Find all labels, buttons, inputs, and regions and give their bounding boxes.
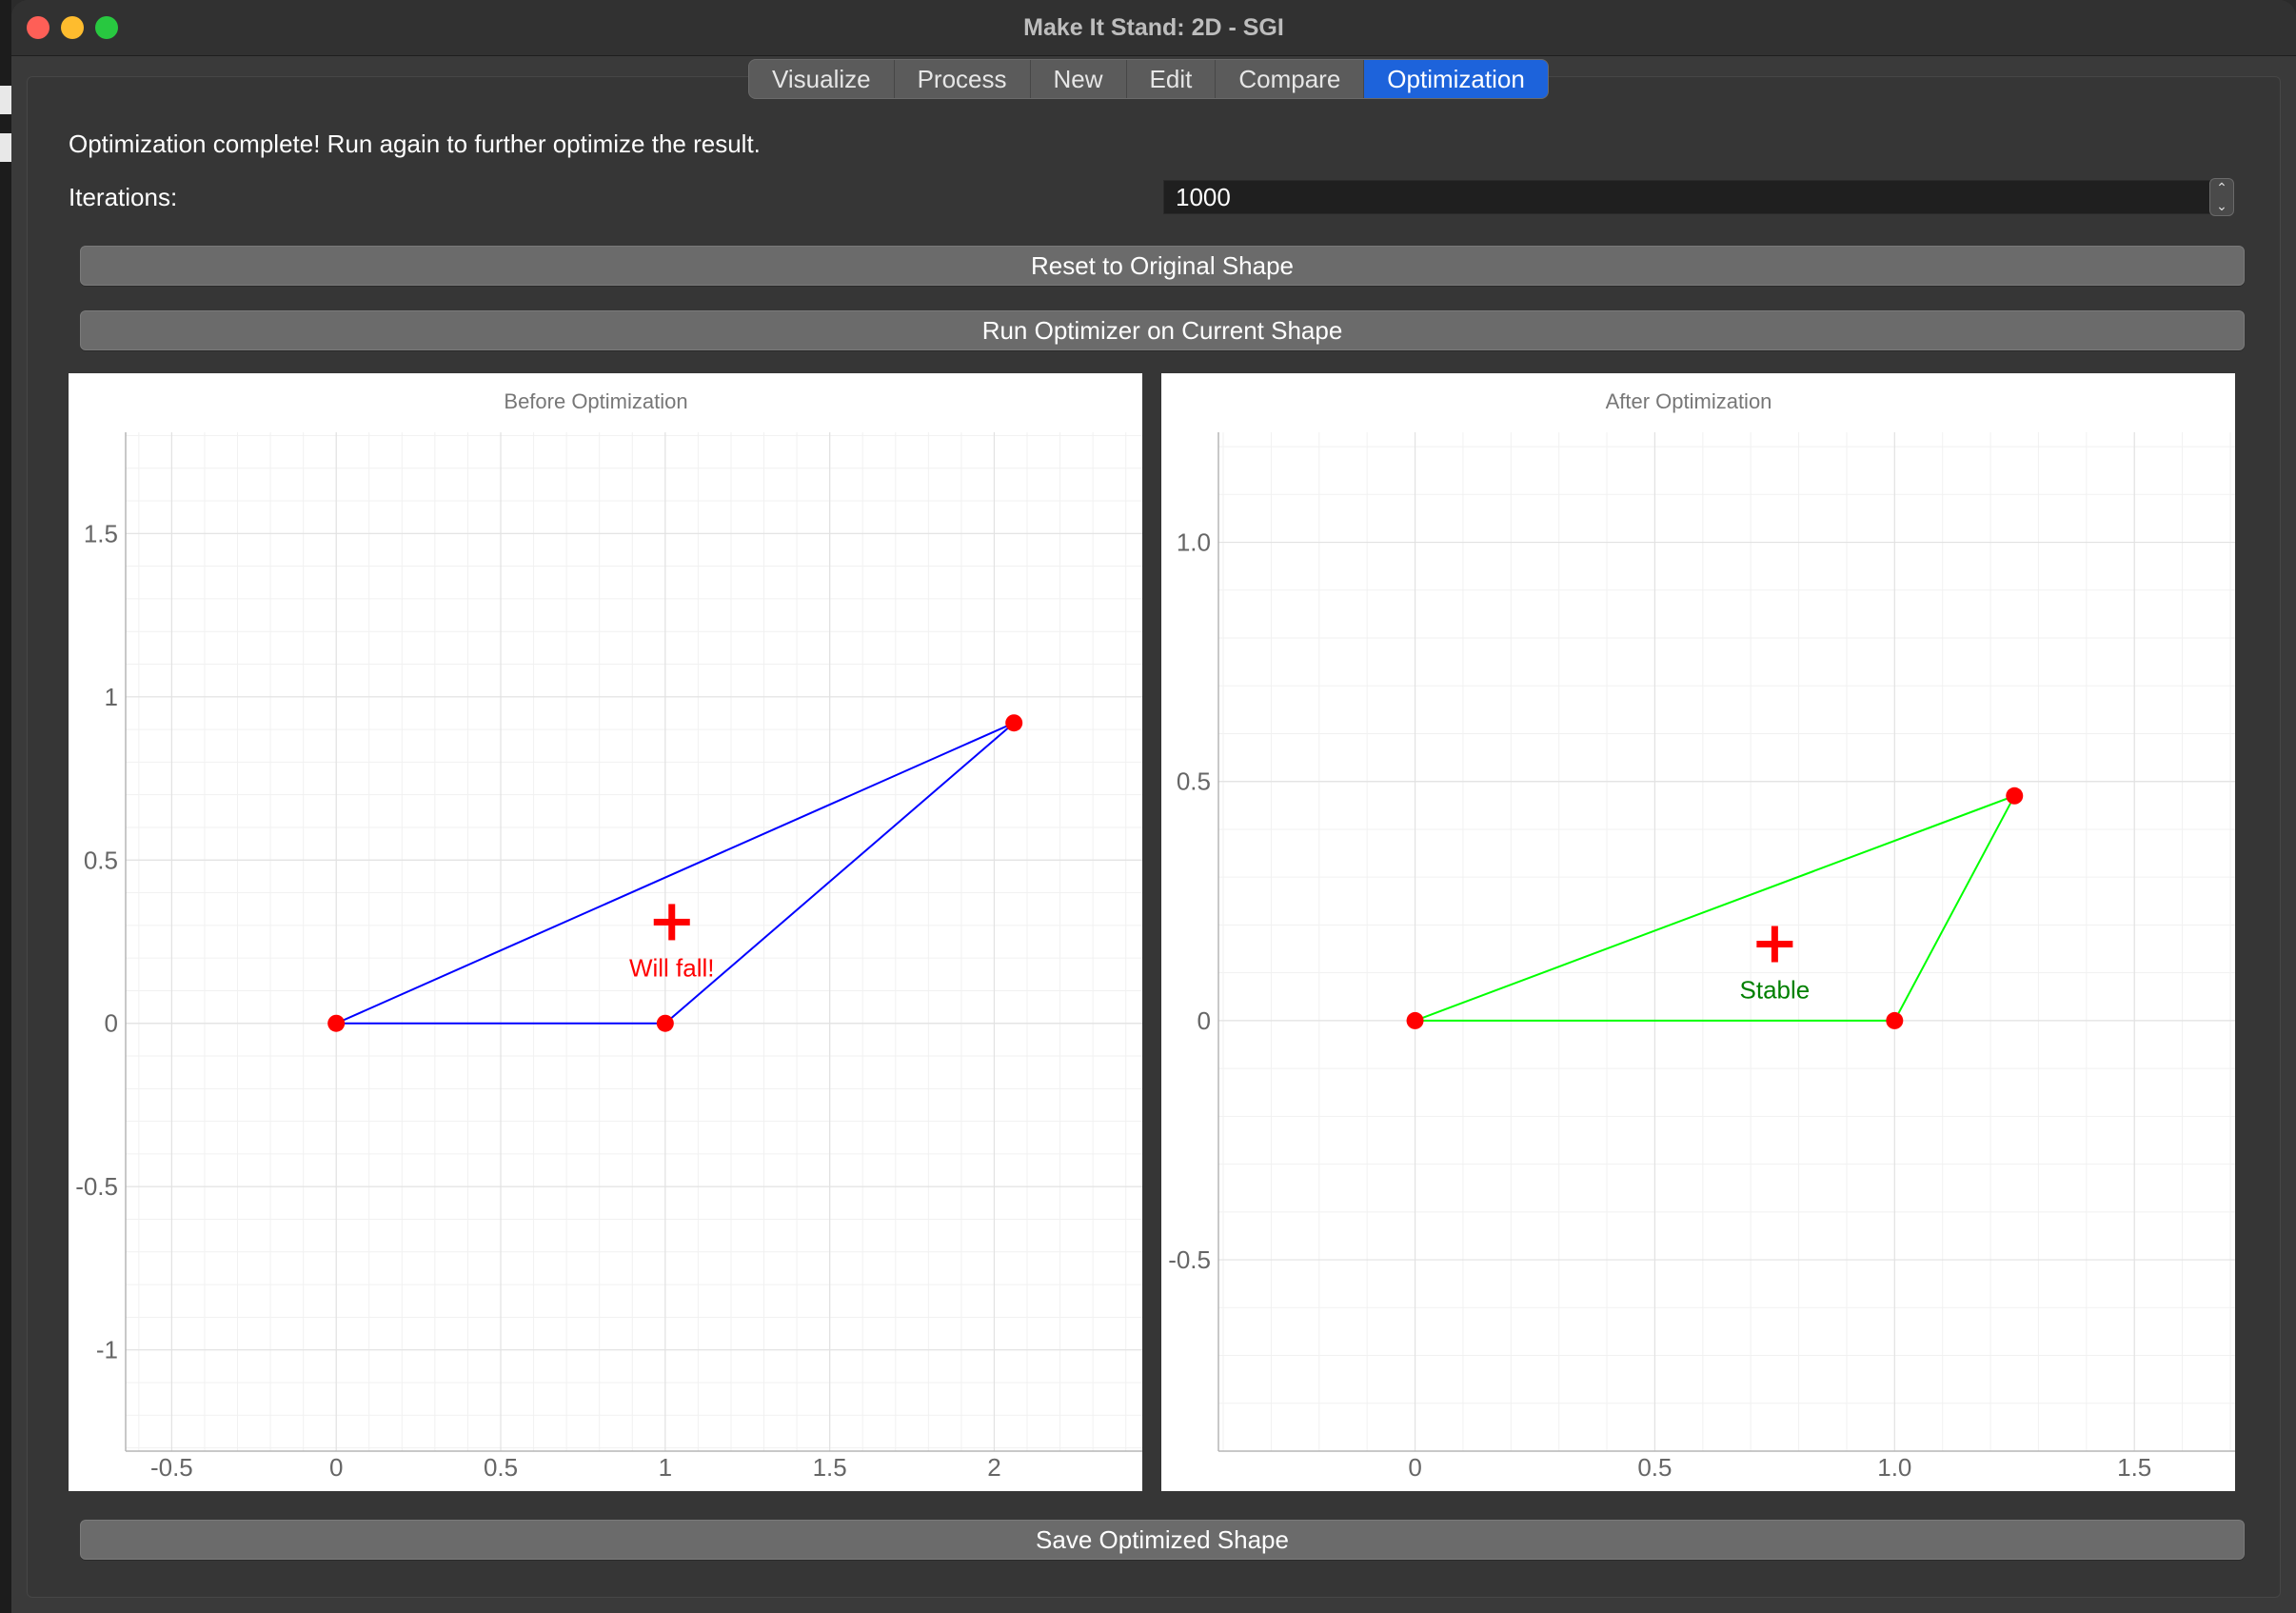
iterations-stepper[interactable]: ⌃ ⌄ — [2209, 178, 2234, 216]
shape-vertex — [2006, 787, 2024, 805]
x-tick-label: 1.0 — [1877, 1453, 1911, 1482]
run-optimizer-button[interactable]: Run Optimizer on Current Shape — [80, 310, 2245, 350]
tab-visualize[interactable]: Visualize — [749, 60, 895, 98]
center-of-mass-marker — [668, 904, 676, 941]
y-tick-label: 0.5 — [1177, 767, 1211, 796]
zoom-window-button[interactable] — [95, 16, 118, 39]
tab-optimization[interactable]: Optimization — [1364, 60, 1548, 98]
x-tick-label: 0 — [329, 1453, 343, 1482]
shape-vertex — [327, 1014, 346, 1032]
after-chart-svg: 0 0.5 1.0 1.5 -0.5 0 0.5 1.0 After Optimization S… — [1168, 389, 2235, 1482]
tab-process[interactable]: Process — [895, 60, 1031, 98]
chart-title: Before Optimization — [504, 389, 687, 413]
center-of-mass-marker — [1771, 926, 1778, 963]
title-bar: Make It Stand: 2D - SGI — [11, 0, 2296, 56]
desktop-background — [0, 0, 11, 1613]
shape-outline — [1415, 793, 2017, 1022]
x-tick-label: -0.5 — [150, 1453, 193, 1482]
before-chart-svg: -0.5 0 0.5 1 1.5 2 -1 -0.5 0 0.5 1 1.5 Before Optimi… — [75, 389, 1142, 1482]
tab-edit[interactable]: Edit — [1127, 60, 1217, 98]
y-tick-label: -0.5 — [1168, 1245, 1211, 1274]
x-tick-label: 0.5 — [1637, 1453, 1672, 1482]
y-tick-label: 0.5 — [84, 846, 118, 874]
iterations-label: Iterations: — [69, 183, 178, 211]
chart-title: After Optimization — [1606, 389, 1772, 413]
x-tick-label: 2 — [987, 1453, 1000, 1482]
y-tick-label: -1 — [96, 1336, 118, 1364]
minimize-window-button[interactable] — [61, 16, 84, 39]
x-tick-label: 0.5 — [484, 1453, 518, 1482]
stability-annotation: Will fall! — [629, 953, 715, 982]
stepper-down-icon[interactable]: ⌄ — [2216, 198, 2227, 213]
shape-vertex — [1005, 714, 1023, 732]
background-window-fragment — [0, 133, 11, 162]
stability-annotation: Stable — [1740, 976, 1811, 1005]
status-message: Optimization complete! Run again to furt… — [69, 129, 761, 158]
tab-new[interactable]: New — [1031, 60, 1127, 98]
save-optimized-shape-button[interactable]: Save Optimized Shape — [80, 1520, 2245, 1560]
y-tick-label: -0.5 — [75, 1172, 118, 1201]
after-optimization-chart: 0 0.5 1.0 1.5 -0.5 0 0.5 1.0 After Optimization S… — [1161, 373, 2235, 1491]
x-tick-label: 1.5 — [813, 1453, 847, 1482]
x-tick-label: 1 — [659, 1453, 672, 1482]
y-tick-label: 0 — [1197, 1006, 1211, 1035]
y-tick-label: 1.0 — [1177, 528, 1211, 557]
shape-vertex — [1886, 1011, 1904, 1029]
tab-compare[interactable]: Compare — [1216, 60, 1365, 98]
x-tick-label: 1.5 — [2117, 1453, 2151, 1482]
shape-vertex — [1406, 1011, 1424, 1029]
x-tick-label: 0 — [1408, 1453, 1421, 1482]
shape-vertex — [656, 1014, 674, 1032]
background-window-fragment — [0, 86, 11, 114]
y-tick-label: 1.5 — [84, 519, 118, 548]
stepper-up-icon[interactable]: ⌃ — [2216, 180, 2227, 195]
window-title: Make It Stand: 2D - SGI — [1023, 14, 1284, 41]
before-optimization-chart: -0.5 0 0.5 1 1.5 2 -1 -0.5 0 0.5 1 1.5 Before Optimi… — [69, 373, 1142, 1491]
y-tick-label: 1 — [105, 683, 118, 711]
y-tick-label: 0 — [105, 1009, 118, 1038]
app-window: Make It Stand: 2D - SGI Visualize Proces… — [11, 0, 2296, 1613]
reset-original-shape-button[interactable]: Reset to Original Shape — [80, 246, 2245, 286]
tab-bar: Visualize Process New Edit Compare Optim… — [748, 59, 1549, 99]
close-window-button[interactable] — [27, 16, 49, 39]
shape-outline — [335, 722, 1015, 1025]
iterations-input[interactable] — [1163, 180, 2213, 214]
